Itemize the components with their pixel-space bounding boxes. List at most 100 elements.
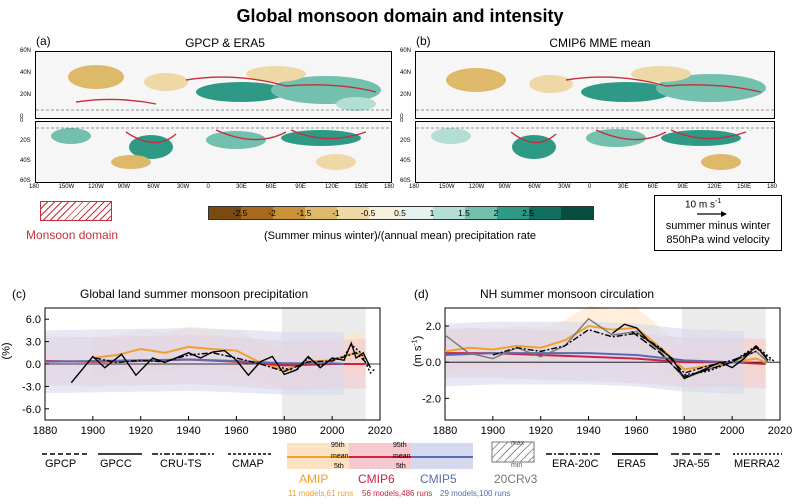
map-lat-label: 0 bbox=[400, 114, 404, 120]
series-line-gpcp bbox=[281, 343, 376, 375]
map-lat-label: 0 bbox=[20, 118, 24, 124]
panel-b-title: CMIP6 MME mean bbox=[549, 36, 651, 50]
colorbar-swatch bbox=[305, 207, 337, 219]
x-tick-label: 2000 bbox=[720, 425, 744, 437]
colorbar-tick-label: 2.5 bbox=[522, 208, 534, 218]
map-lon-label: 60W bbox=[147, 184, 160, 190]
map-lon-label: 120W bbox=[88, 184, 104, 190]
map-lon-label: 180 bbox=[384, 184, 395, 190]
x-tick-label: 1880 bbox=[433, 425, 457, 437]
colorbar-swatch bbox=[561, 207, 593, 219]
legend-5th-b: 5th bbox=[396, 463, 406, 470]
spread-band-cmip5 bbox=[45, 328, 345, 396]
y-tick-label: 6.0 bbox=[26, 314, 41, 326]
panel-a-map-sh bbox=[35, 121, 392, 183]
monsoon-domain-swatch bbox=[40, 201, 112, 221]
legend-max: max bbox=[511, 440, 525, 447]
x-tick-label: 1900 bbox=[481, 425, 505, 437]
legend-gpcc: GPCC bbox=[100, 458, 132, 470]
figure-title: Global monsoon domain and intensity bbox=[236, 6, 564, 26]
colorbar-tick-label: 2 bbox=[493, 208, 499, 218]
legend-era5: ERA5 bbox=[617, 458, 646, 470]
legend-amip: AMIP bbox=[299, 472, 329, 486]
precip-colorbar bbox=[208, 206, 594, 220]
map-lon-label: 90E bbox=[295, 184, 306, 190]
map-lon-label: 30W bbox=[176, 184, 190, 190]
legend-min: min bbox=[511, 462, 523, 469]
y-tick-label: 3.0 bbox=[26, 337, 41, 349]
map-lon-label: 0 bbox=[588, 184, 592, 190]
map-lon-label: 180 bbox=[409, 184, 420, 190]
y-tick-label: -2.0 bbox=[422, 393, 441, 405]
legend-era-20c: ERA-20C bbox=[552, 458, 599, 470]
legend-mean-a: mean bbox=[331, 453, 349, 460]
x-tick-label: 2020 bbox=[368, 425, 392, 437]
colorbar-swatch bbox=[433, 207, 465, 219]
panel-a-map-nh bbox=[35, 51, 392, 119]
x-tick-label: 1980 bbox=[272, 425, 296, 437]
series-line-cru-ts bbox=[95, 351, 371, 373]
map-lon-label: 150W bbox=[438, 184, 455, 190]
x-tick-label: 2020 bbox=[768, 425, 792, 437]
map-lon-label: 150E bbox=[354, 184, 369, 190]
x-tick-label: 1920 bbox=[128, 425, 152, 437]
legend-cmip6-runs: 56 models,486 runs bbox=[362, 489, 433, 498]
colorbar-tick-label: -0.5 bbox=[360, 208, 376, 218]
map-lat-label: 60S bbox=[400, 178, 411, 184]
map-lon-label: 60E bbox=[647, 184, 659, 190]
x-tick-label: 1900 bbox=[81, 425, 105, 437]
map-lon-label: 60E bbox=[265, 184, 277, 190]
map-lon-label: 90W bbox=[498, 184, 511, 190]
map-lon-label: 180 bbox=[29, 184, 40, 190]
colorbar-tick-label: 1 bbox=[429, 208, 435, 218]
map-lon-label: 150W bbox=[58, 184, 75, 190]
series-line-merra2 bbox=[684, 345, 776, 376]
map-lat-label: 60S bbox=[20, 178, 31, 184]
wind-key-line2: 850hPa wind velocity bbox=[666, 234, 770, 246]
y-tick-label: -6.0 bbox=[22, 404, 41, 416]
map-lat-label: 40N bbox=[400, 70, 412, 76]
panel-c-title: Global land summer monsoon precipitation bbox=[80, 287, 309, 301]
map-lon-label: 30E bbox=[236, 184, 247, 190]
legend-20crv3: 20CRv3 bbox=[494, 472, 538, 486]
wind-scale-value: 10 m s bbox=[685, 199, 716, 211]
legend-cmip5: CMIP5 bbox=[420, 472, 457, 486]
map-lon-label: 90W bbox=[117, 184, 131, 190]
map-lat-label: 40N bbox=[20, 70, 32, 76]
series-line-era5 bbox=[612, 323, 769, 380]
map-lat-label: 60N bbox=[400, 48, 412, 54]
colorbar-swatch bbox=[337, 207, 369, 219]
colorbar-swatch bbox=[273, 207, 305, 219]
panel-a-label: (a) bbox=[36, 34, 51, 48]
map-lon-label: 120W bbox=[468, 184, 485, 190]
panel-a-map-nh-field bbox=[36, 65, 391, 111]
x-tick-label: 1880 bbox=[33, 425, 57, 437]
map-lon-label: 60W bbox=[528, 184, 541, 190]
map-lat-label: 0 bbox=[400, 118, 404, 124]
colorbar-label: (Summer minus winter)/(annual mean) prec… bbox=[263, 230, 537, 242]
y-tick-label: 0.0 bbox=[26, 359, 41, 371]
legend-cmap: CMAP bbox=[232, 458, 264, 470]
wind-key-line1: summer minus winter bbox=[665, 220, 771, 232]
legend-cmip6: CMIP6 bbox=[358, 472, 395, 486]
map-lon-label: 90E bbox=[677, 184, 689, 190]
map-lon-label: 120E bbox=[324, 184, 339, 190]
series-line-cmip5 bbox=[44, 358, 345, 365]
map-lat-label: 20S bbox=[20, 138, 31, 144]
x-tick-label: 1960 bbox=[224, 425, 248, 437]
legend-95th-b: 95th bbox=[393, 442, 407, 449]
panel-b-map-sh bbox=[415, 121, 775, 183]
series-line-gpcc bbox=[70, 341, 372, 384]
colorbar-tick-label: -2.5 bbox=[232, 208, 248, 218]
chart-c-plot: 1880 1900 1920 1940 1960 1980 2000 2020 6.0 3.0 0.… bbox=[22, 307, 392, 437]
series-line-era-20c bbox=[492, 328, 757, 374]
map-lon-label: 120E bbox=[707, 184, 722, 190]
x-tick-label: 1980 bbox=[672, 425, 696, 437]
map-lon-label: 0 bbox=[206, 184, 210, 190]
wind-arrow-icon bbox=[697, 211, 727, 217]
legend-graphics bbox=[42, 441, 782, 469]
plot-frame bbox=[444, 307, 781, 421]
colorbar-tick-label: -1.5 bbox=[296, 208, 312, 218]
legend-5th-a: 5th bbox=[334, 463, 344, 470]
panel-a-map-sh-field bbox=[36, 127, 391, 170]
